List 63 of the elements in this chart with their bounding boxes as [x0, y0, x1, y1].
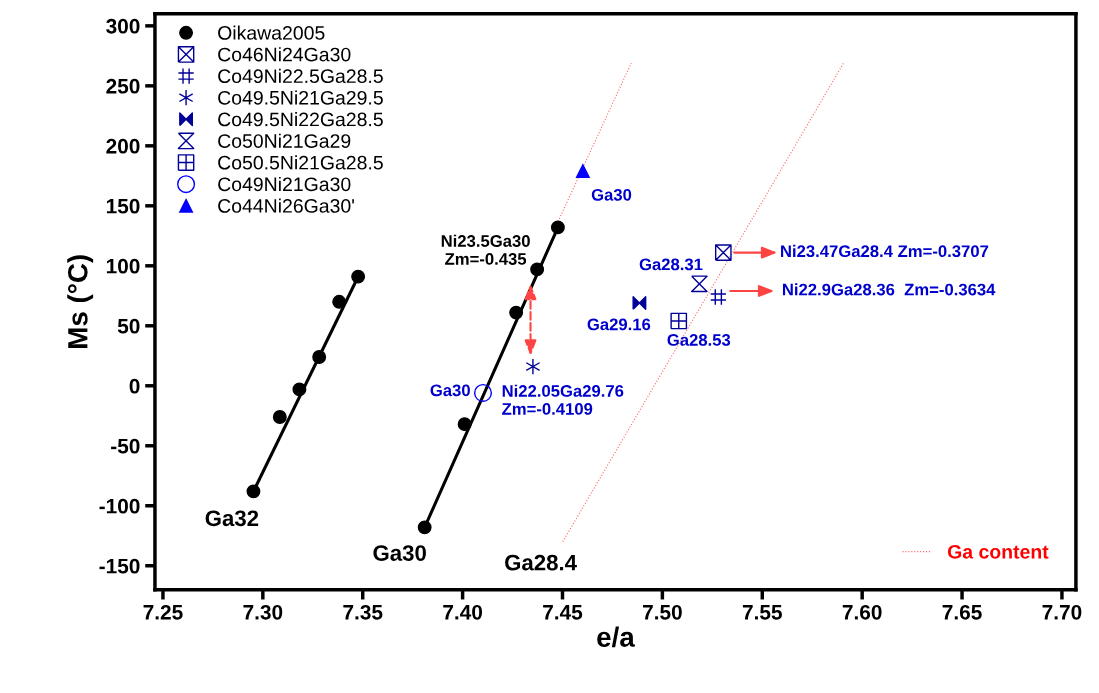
point — [550, 220, 565, 235]
legend-label: Co49.5Ni21Ga29.5 — [218, 90, 383, 105]
point — [575, 164, 590, 178]
annotation: Ga28.31 — [639, 258, 703, 271]
y-axis-title: Ms (°C) — [67, 255, 94, 348]
annotation: Ga28.4 — [505, 554, 577, 571]
annotation: Ga30 — [430, 384, 470, 397]
point — [530, 262, 545, 277]
y-tick-label: 200 — [106, 138, 140, 154]
x-tick-label: 7.60 — [842, 604, 882, 620]
y-tick-label: -150 — [99, 558, 140, 574]
point — [457, 417, 472, 432]
annotation: Ga32 — [205, 510, 259, 527]
x-tick-label: 7.40 — [443, 604, 483, 620]
annotation: Ga30 — [373, 545, 426, 561]
point — [632, 296, 647, 310]
x-tick-label: 7.65 — [942, 604, 982, 620]
annotation: Ga28.53 — [667, 334, 731, 346]
legend-label: Co50Ni21Ga29 — [218, 133, 351, 148]
legend-label: Co49Ni22.5Ga28.5 — [218, 68, 383, 84]
point — [332, 294, 347, 309]
point — [292, 382, 307, 397]
x-tick-label: 7.55 — [742, 605, 782, 620]
point — [312, 350, 327, 364]
y-tick-label: 0 — [129, 378, 140, 394]
point — [473, 383, 493, 403]
y-tick-label: 150 — [106, 198, 140, 214]
point — [670, 312, 688, 330]
annotation: Ga29.16 — [587, 318, 651, 331]
annotation: Ga30 — [591, 188, 632, 201]
x-tick-label: 7.25 — [143, 604, 183, 620]
legend-label: Co49Ni21Ga30 — [218, 176, 351, 192]
point — [709, 288, 727, 306]
annotation: Ni22.9Ga28.36 Zm=-0.3634 — [782, 283, 996, 296]
y-tick-label: 250 — [106, 78, 140, 94]
annotation: Ni22.05Ga29.76 Zm=-0.4109 — [502, 384, 624, 415]
y-tick-label: -50 — [111, 438, 140, 454]
point — [714, 244, 732, 261]
x-tick-label: 7.30 — [243, 604, 283, 620]
x-tick-label: 7.70 — [1042, 604, 1082, 620]
y-tick-label: 100 — [106, 258, 140, 274]
y-tick-label: 50 — [117, 318, 140, 334]
x-tick-label: 7.50 — [643, 604, 682, 620]
annotation: Ni23.5Ga30 Zm=-0.435 — [441, 234, 530, 265]
legend-label: Ga content — [947, 544, 1049, 559]
legend-label: Co49.5Ni22Ga28.5 — [218, 112, 383, 127]
legend-label: Oikawa2005 — [218, 25, 325, 40]
point — [272, 410, 287, 424]
point — [417, 520, 432, 535]
point — [246, 484, 261, 499]
legend-label: Co44Ni26Ga30' — [218, 198, 354, 213]
legend-label: Co50.5Ni21Ga28.5 — [218, 155, 383, 170]
x-tick-label: 7.35 — [343, 604, 383, 620]
x-tick-label: 7.45 — [543, 605, 583, 620]
point — [525, 358, 541, 375]
y-tick-label: -100 — [99, 498, 140, 514]
point — [509, 305, 524, 320]
point — [691, 275, 708, 293]
annotation: Ni23.47Ga28.4 Zm=-0.3707 — [781, 244, 989, 258]
point — [351, 269, 366, 284]
y-tick-label: 300 — [106, 18, 140, 34]
x-axis-title: e/a — [597, 626, 635, 648]
legend-label: Co46Ni24Ga30 — [218, 47, 351, 62]
